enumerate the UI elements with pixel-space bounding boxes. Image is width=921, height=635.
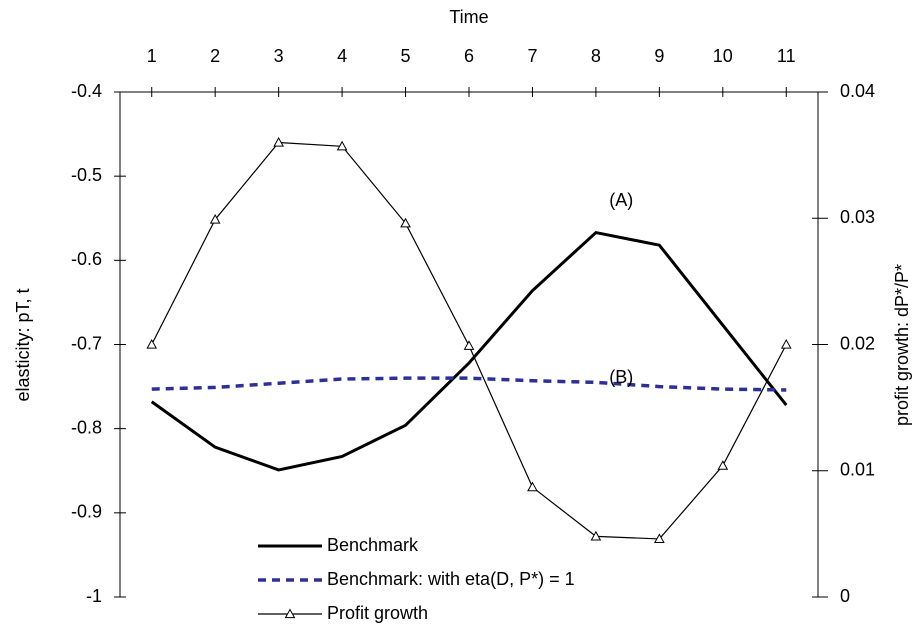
y-tick-label: -0.4: [71, 81, 102, 101]
x-tick-label: 10: [713, 46, 733, 66]
y-tick-label: -0.7: [71, 333, 102, 353]
y-tick-label: -0.5: [71, 165, 102, 185]
y-tick-label: -0.8: [71, 417, 102, 437]
marker: [400, 217, 411, 228]
marker: [654, 533, 665, 544]
x-tick-label: 8: [591, 46, 601, 66]
legend-label: Benchmark: [327, 535, 419, 555]
legend-marker: [284, 608, 296, 619]
y-tick-label: -1: [86, 586, 102, 606]
y2-tick-label: 0: [840, 586, 850, 606]
marker: [273, 136, 284, 147]
x-tick-label: 9: [654, 46, 664, 66]
marker: [336, 140, 348, 151]
y-axis-title: elasticity: pT, t: [13, 288, 33, 401]
x-tick-label: 11: [777, 46, 796, 66]
x-tick-label: 4: [337, 46, 347, 66]
marker: [146, 338, 158, 349]
x-tick-label: 6: [464, 46, 474, 66]
annotation: (B): [609, 367, 633, 387]
x-axis-title: Time: [449, 7, 488, 27]
x-tick-label: 5: [401, 46, 411, 66]
series-line: [150, 230, 788, 472]
x-tick-label: 3: [274, 46, 284, 66]
marker: [780, 338, 792, 349]
y2-tick-label: 0.02: [840, 333, 875, 353]
marker: [209, 213, 221, 224]
y-tick-label: -0.9: [71, 502, 102, 522]
x-tick-label: 1: [147, 46, 157, 66]
series-line: [151, 376, 787, 392]
legend-label: Profit growth: [327, 603, 428, 623]
y2-tick-label: 0.04: [840, 81, 875, 101]
legend-label: Benchmark: with eta(D, P*) = 1: [327, 569, 575, 589]
marker: [527, 481, 538, 492]
y2-tick-label: 0.01: [840, 460, 875, 480]
annotation: (A): [609, 190, 633, 210]
marker: [717, 460, 729, 470]
x-tick-label: 7: [527, 46, 537, 66]
marker: [463, 340, 475, 350]
y2-axis-title: profit growth: dP*/P*: [892, 264, 912, 426]
y-tick-label: -0.6: [71, 249, 102, 269]
x-tick-label: 2: [210, 46, 220, 66]
y2-tick-label: 0.03: [840, 207, 875, 227]
marker: [590, 530, 602, 541]
